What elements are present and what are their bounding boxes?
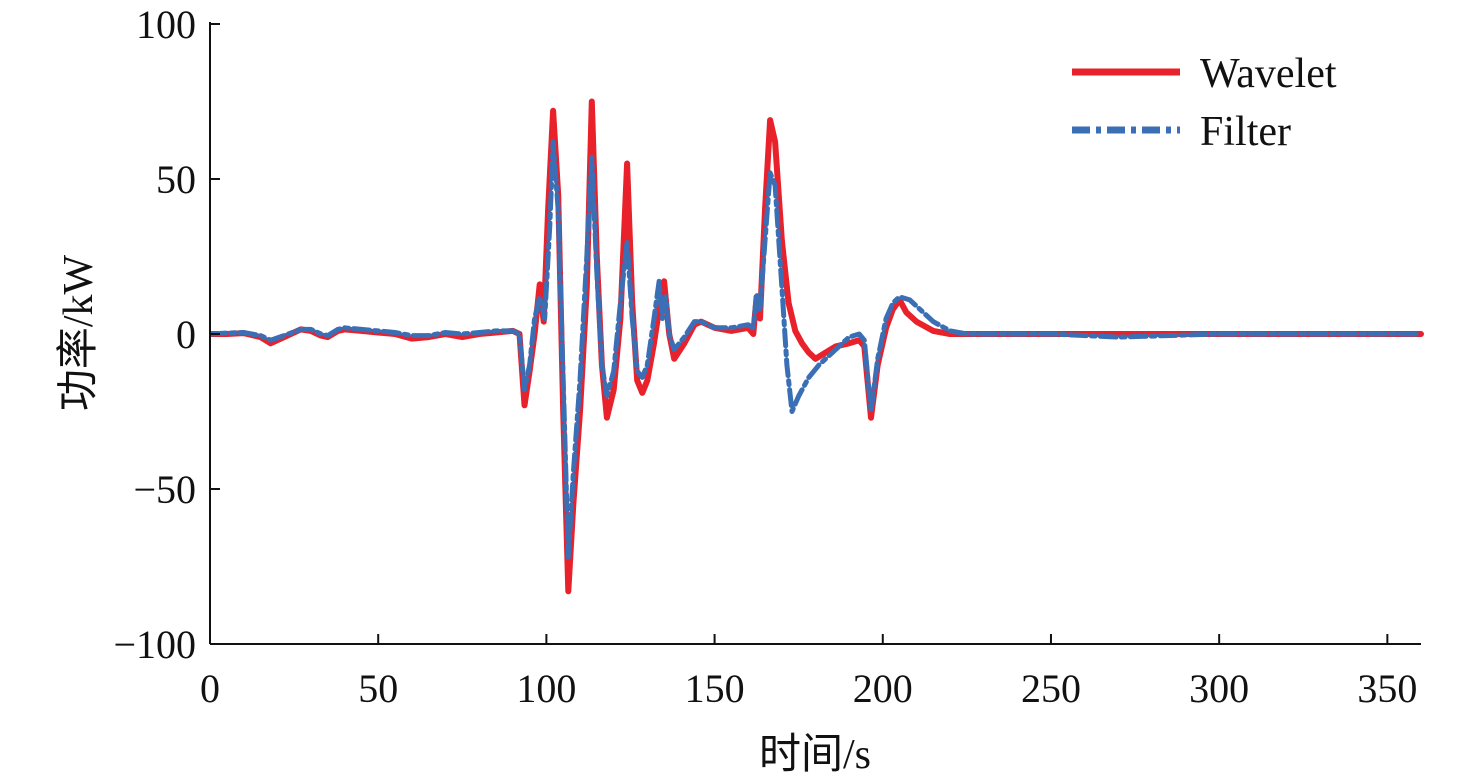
x-tick-label: 50 [358, 666, 398, 711]
legend-label-filter: Filter [1200, 109, 1291, 155]
x-tick-label: 300 [1189, 666, 1249, 711]
y-tick-label: −100 [113, 622, 196, 667]
x-tick-label: 350 [1357, 666, 1417, 711]
x-tick-label: 150 [685, 666, 745, 711]
x-tick-label: 200 [853, 666, 913, 711]
x-tick-label: 100 [516, 666, 576, 711]
series-line-filter [210, 139, 1424, 560]
legend-label-wavelet: Wavelet [1200, 51, 1337, 97]
y-tick-label: −50 [133, 467, 196, 512]
y-ticks: 100 50 0 −50 −100 [113, 2, 220, 667]
y-tick-label: 100 [136, 2, 196, 47]
x-tick-label: 0 [200, 666, 220, 711]
y-tick-label: 0 [176, 312, 196, 357]
y-axis-label: 功率/kW [55, 254, 102, 411]
x-axis-label: 时间/s [759, 732, 871, 778]
x-tick-label: 250 [1021, 666, 1081, 711]
series-line-wavelet [210, 98, 1424, 595]
y-tick-label: 50 [156, 157, 196, 202]
legend: Wavelet Filter [1072, 51, 1337, 155]
x-ticks: 0 50 100 150 200 250 300 350 [200, 634, 1417, 711]
series-layer [210, 98, 1424, 595]
